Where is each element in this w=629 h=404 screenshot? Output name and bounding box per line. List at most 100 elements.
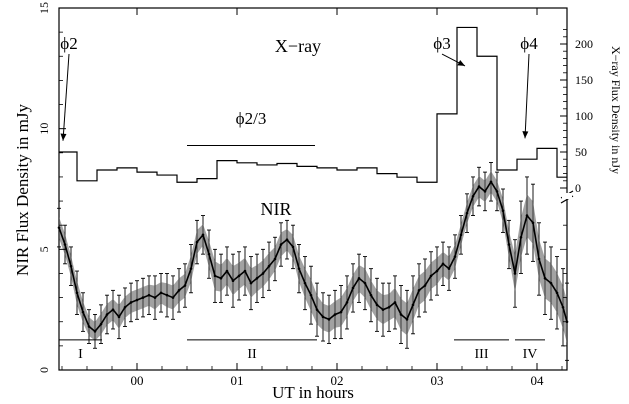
- x-tick-label: 00: [131, 373, 144, 388]
- xray-series: [59, 26, 567, 183]
- plot-frame: [58, 7, 568, 371]
- nir-point: [69, 264, 73, 268]
- nir-series: [57, 180, 569, 333]
- nir-point: [417, 289, 421, 292]
- nir-error-band: [59, 171, 567, 343]
- nir-point: [375, 303, 379, 307]
- y-axis-label: NIR Flux Density in mJy: [13, 104, 32, 276]
- phase-label: IV: [523, 347, 538, 362]
- nir-point: [93, 330, 97, 333]
- nir-point: [207, 252, 211, 256]
- x-axis-ticks: 00 01 02 03 04: [61, 8, 563, 388]
- nir-point: [141, 296, 145, 299]
- y2-tick-label: 200: [575, 37, 593, 51]
- xray-series-label: X−ray: [275, 36, 321, 56]
- nir-point: [363, 281, 367, 285]
- annotation-label: ϕ4: [520, 34, 538, 53]
- nir-point: [513, 272, 517, 275]
- nir-point: [381, 308, 385, 311]
- y-tick-label: 5: [37, 246, 51, 252]
- phase-label: II: [247, 347, 257, 362]
- nir-point: [105, 313, 109, 316]
- annotation-arrow: [62, 53, 70, 141]
- nir-point: [279, 243, 283, 246]
- nir-point: [477, 185, 481, 188]
- nir-point: [255, 276, 259, 280]
- nir-point: [561, 305, 565, 309]
- nir-point: [261, 272, 265, 275]
- y2-tick-label: 0: [575, 181, 581, 195]
- y-axis-ticks: 0 5 10 15: [37, 2, 567, 373]
- nir-point: [213, 274, 217, 278]
- nir-point: [549, 281, 553, 285]
- nir-point: [327, 318, 331, 321]
- annotation-arrow: [524, 54, 530, 139]
- nir-point: [183, 284, 187, 287]
- nir-point: [531, 221, 535, 225]
- annotation-arrowhead: [60, 133, 67, 141]
- nir-point: [405, 318, 409, 321]
- annotations: ϕ2 ϕ3 ϕ4 ϕ2/3: [60, 34, 538, 141]
- annotation-label: ϕ3: [433, 34, 450, 53]
- nir-point: [195, 240, 199, 244]
- nir-point: [315, 308, 319, 311]
- nir-point: [249, 281, 253, 285]
- nir-point: [123, 305, 127, 309]
- nir-point: [225, 269, 229, 273]
- phase-label: III: [475, 347, 489, 362]
- nir-point: [309, 293, 313, 297]
- annotation-arrowhead: [522, 131, 529, 139]
- nir-point: [483, 190, 487, 193]
- nir-point: [345, 301, 349, 304]
- nir-point: [501, 209, 505, 213]
- nir-point: [411, 303, 415, 307]
- nir-point: [63, 243, 67, 246]
- nir-point: [81, 310, 85, 314]
- nir-point: [153, 296, 157, 299]
- nir-point: [399, 313, 403, 316]
- nir-point: [555, 291, 559, 295]
- nir-point: [135, 298, 139, 302]
- nir-point: [447, 267, 451, 270]
- y-tick-label: 0: [37, 367, 51, 373]
- nir-point: [267, 264, 271, 268]
- nir-point: [297, 267, 301, 270]
- axis-break-mark: [560, 190, 574, 204]
- nir-point: [453, 255, 457, 258]
- annotation-arrowhead: [457, 60, 465, 66]
- nir-point: [75, 291, 79, 295]
- nir-point: [237, 274, 241, 278]
- nir-point: [285, 238, 289, 241]
- nir-point: [459, 233, 463, 237]
- nir-point: [393, 301, 397, 304]
- nir-point: [165, 293, 169, 297]
- nir-point: [435, 269, 439, 273]
- nir-point: [321, 315, 325, 319]
- nir-point: [189, 267, 193, 270]
- nir-point: [441, 262, 445, 266]
- nir-point: [351, 286, 355, 290]
- x-axis-label: UT in hours: [272, 383, 354, 402]
- nir-series-label: NIR: [261, 199, 292, 219]
- nir-point: [129, 301, 133, 304]
- nir-point: [471, 194, 475, 198]
- nir-point: [111, 308, 115, 311]
- nir-point: [291, 245, 295, 249]
- annotation-label: ϕ2: [60, 34, 77, 53]
- y2-axis-label: X−ray Flux Density in nJy: [609, 46, 623, 174]
- nir-point: [537, 257, 541, 261]
- phase-bars: I II III IV: [59, 145, 545, 362]
- nir-point: [273, 257, 277, 261]
- nir-point: [99, 322, 103, 326]
- xray-step-line: [59, 26, 567, 183]
- x-tick-label: 02: [331, 373, 344, 388]
- phase-label: I: [78, 347, 83, 362]
- nir-point: [507, 243, 511, 246]
- nir-point: [429, 274, 433, 278]
- nir-point: [117, 315, 121, 319]
- y2-tick-label: 100: [575, 109, 593, 123]
- x-tick-label: 01: [231, 373, 244, 388]
- nir-point: [387, 305, 391, 309]
- y2-axis-ticks: 0 50 100 150 200: [560, 29, 593, 195]
